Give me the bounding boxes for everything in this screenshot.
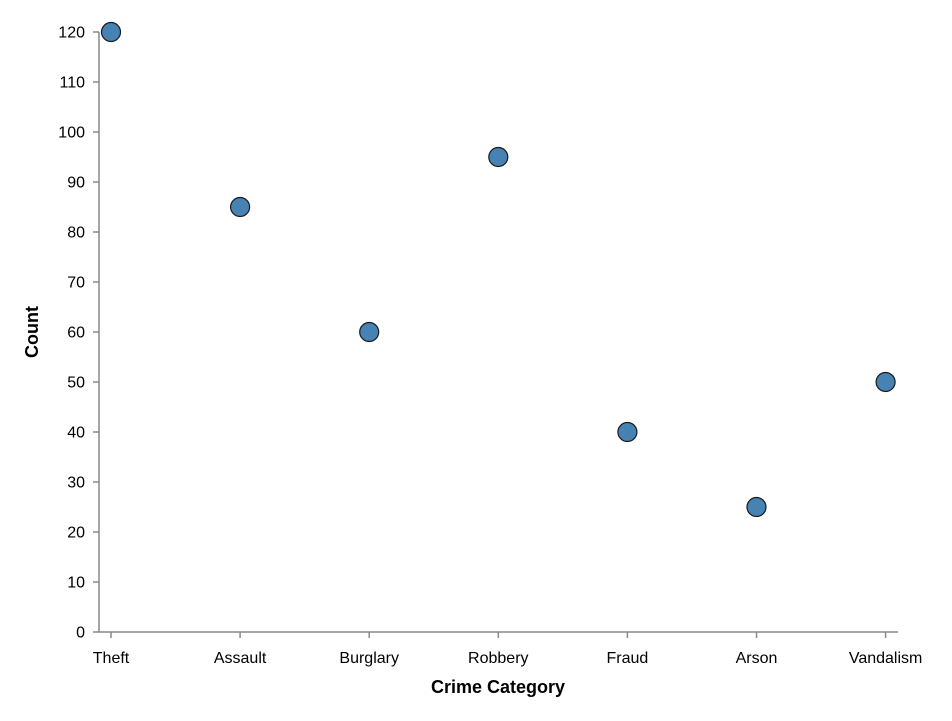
x-tick-label: Arson — [736, 650, 778, 667]
y-tick-label: 110 — [59, 75, 85, 92]
y-tick-label: 80 — [67, 225, 85, 242]
data-point[interactable] — [100, 21, 122, 43]
data-point[interactable] — [617, 421, 638, 443]
y-tick-label: 10 — [67, 575, 85, 592]
x-axis: Theft Assault Burglary Robbery Fraud Arson Van… — [93, 631, 923, 667]
y-axis: 0 10 20 30 40 50 60 70 80 90 100 110 120 — [58, 25, 100, 642]
x-axis-title: Crime Category — [431, 677, 565, 697]
data-point[interactable] — [875, 371, 896, 393]
x-tick-label: Vandalism — [849, 650, 923, 667]
data-point[interactable] — [230, 196, 251, 218]
y-tick-label: 60 — [67, 325, 85, 342]
data-points — [100, 21, 896, 518]
x-tick-label: Robbery — [468, 650, 528, 667]
data-point[interactable] — [359, 321, 380, 343]
data-point[interactable] — [488, 146, 509, 168]
y-tick-label: 50 — [67, 375, 85, 392]
x-tick-label: Assault — [214, 650, 267, 667]
y-tick-label: 20 — [67, 525, 85, 542]
y-tick-label: 0 — [76, 625, 85, 642]
y-tick-label: 40 — [67, 425, 85, 442]
y-tick-label: 120 — [58, 25, 85, 42]
y-tick-label: 70 — [67, 275, 85, 292]
x-tick-label: Burglary — [339, 650, 399, 667]
y-axis-title: Count — [22, 306, 42, 358]
x-tick-label: Theft — [93, 650, 130, 667]
data-point[interactable] — [746, 496, 767, 518]
y-tick-label: 100 — [58, 125, 85, 142]
x-tick-label: Fraud — [607, 650, 649, 667]
y-tick-label: 30 — [67, 475, 85, 492]
y-tick-label: 90 — [67, 175, 85, 192]
